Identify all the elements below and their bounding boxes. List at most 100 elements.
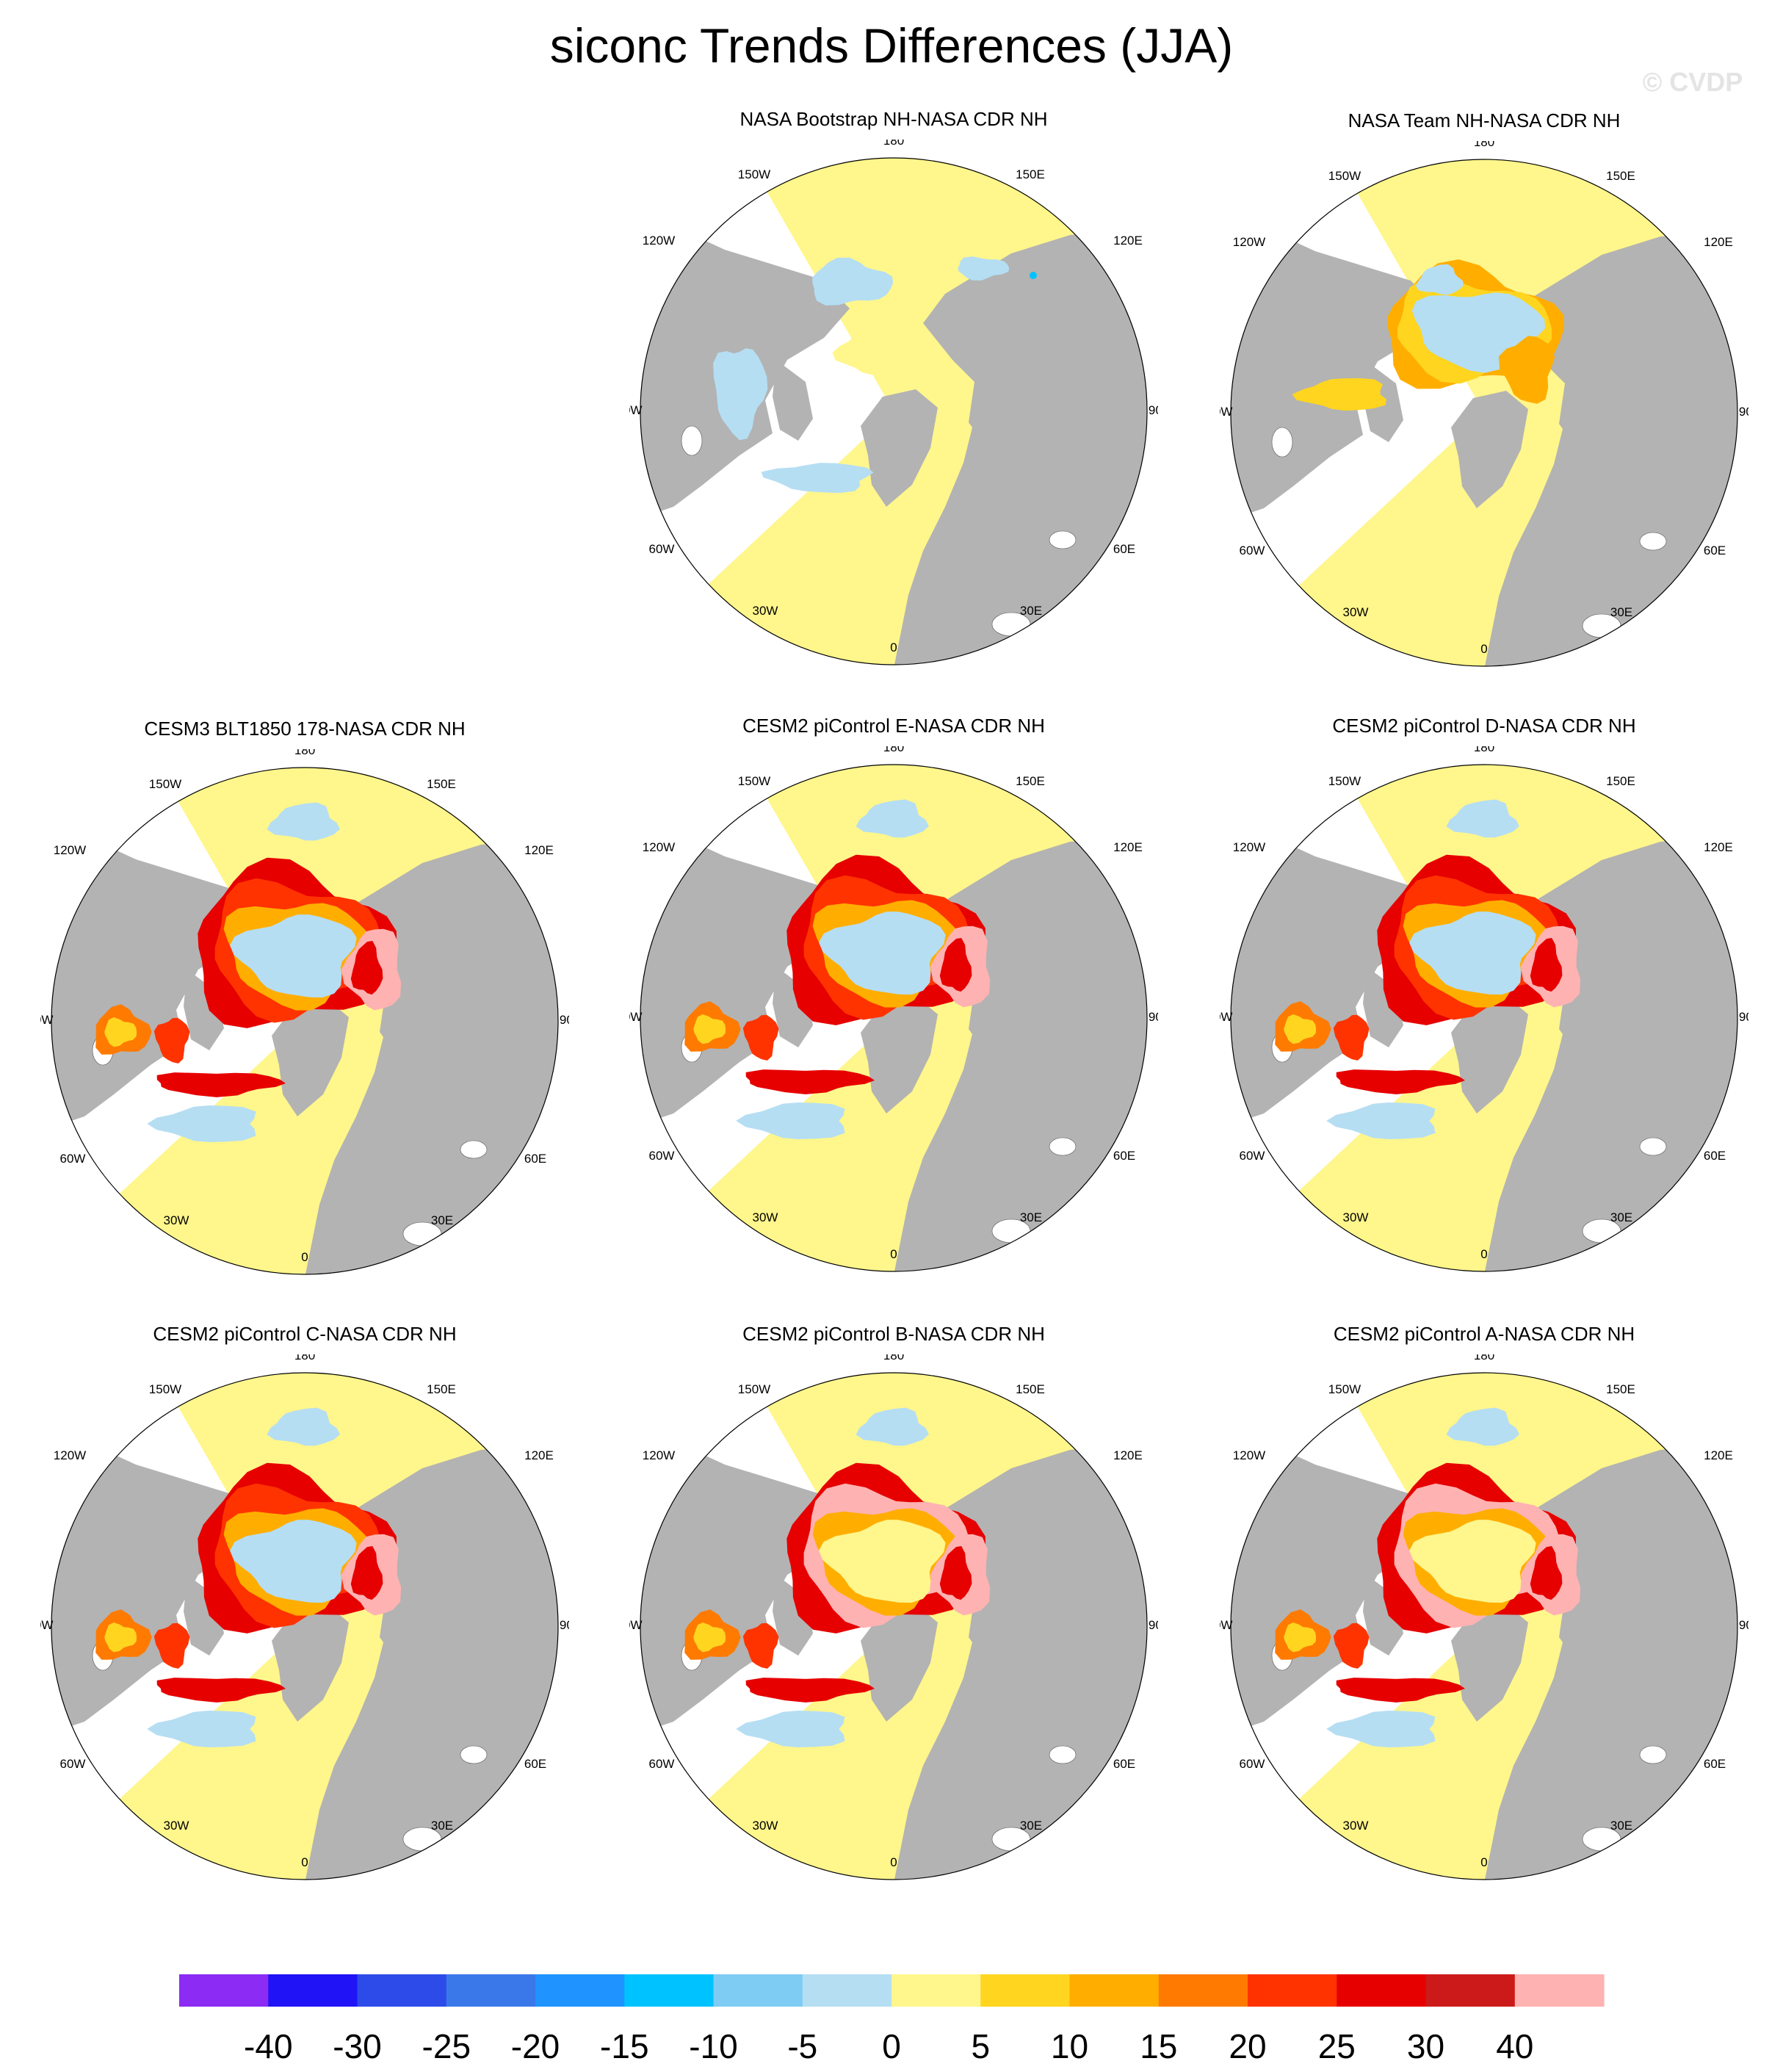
longitude-label: 150W bbox=[738, 167, 770, 181]
trend-pattern bbox=[713, 256, 1037, 494]
longitude-label: 90E bbox=[1739, 1010, 1748, 1024]
longitude-label: 150W bbox=[1328, 169, 1361, 183]
colorbar-swatch bbox=[1425, 1974, 1516, 2007]
colorbar-label: 5 bbox=[972, 2027, 991, 2065]
colorbar-label: -40 bbox=[244, 2027, 292, 2065]
longitude-label: 90E bbox=[1149, 1618, 1158, 1632]
scandinavia bbox=[927, 533, 971, 588]
longitude-label: 0 bbox=[890, 640, 897, 654]
longitude-label: 60W bbox=[60, 1152, 86, 1166]
longitude-label: 180 bbox=[883, 1354, 904, 1362]
colorbar-swatch bbox=[1514, 1974, 1605, 2007]
longitude-label: 0 bbox=[890, 1855, 897, 1869]
longitude-label: 120E bbox=[524, 843, 554, 857]
map-panel-cesm3-blt1850: CESM3 BLT1850 178-NASA CDR NH 180 150E 120… bbox=[40, 717, 569, 1319]
longitude-label: 150W bbox=[738, 774, 770, 788]
longitude-label: 30W bbox=[753, 604, 778, 618]
longitude-label: 150E bbox=[427, 1382, 456, 1396]
longitude-label: 150W bbox=[149, 777, 181, 791]
longitude-label: 150W bbox=[149, 1382, 181, 1396]
colorbar-swatch bbox=[624, 1974, 715, 2007]
polar-map: 180 150E 120E 90E 60E 30E 0 30W 60W 90W 120W 150W bbox=[629, 1354, 1158, 1880]
longitude-label: 150E bbox=[1606, 774, 1635, 788]
scandinavia bbox=[1517, 1747, 1561, 1802]
trend-pattern bbox=[684, 799, 991, 1139]
greenland-landmass bbox=[861, 389, 938, 507]
longitude-label: 0 bbox=[1480, 642, 1487, 656]
colorbar-swatch bbox=[179, 1974, 269, 2007]
longitude-label: 120W bbox=[643, 234, 675, 248]
colorbar-label: -30 bbox=[333, 2027, 381, 2065]
colorbar-swatch bbox=[1069, 1974, 1160, 2007]
longitude-label: 90W bbox=[1220, 405, 1232, 419]
longitude-label: 120W bbox=[54, 1448, 86, 1462]
colorbar-swatch bbox=[1337, 1974, 1427, 2007]
longitude-label: 150W bbox=[738, 1382, 770, 1396]
trend-pattern bbox=[1292, 259, 1565, 411]
trend-pattern bbox=[95, 802, 402, 1142]
map-field bbox=[640, 1373, 1147, 1880]
longitude-label: 60E bbox=[524, 1757, 546, 1771]
longitude-label: 180 bbox=[294, 749, 315, 757]
longitude-label: 60E bbox=[524, 1152, 546, 1166]
map-boundary bbox=[51, 1372, 559, 1880]
map-panel-bootstrap: NASA Bootstrap NH-NASA CDR NH 180 150E 120… bbox=[629, 107, 1158, 710]
inland-water bbox=[1271, 427, 1667, 638]
colorbar-label: 15 bbox=[1140, 2027, 1177, 2065]
longitude-label: 90E bbox=[1149, 1010, 1158, 1024]
longitude-label: 30W bbox=[1343, 1210, 1369, 1224]
panel-title: NASA Team NH-NASA CDR NH bbox=[1348, 109, 1621, 131]
longitude-label: 120W bbox=[643, 840, 675, 854]
greenland-landmass bbox=[861, 996, 938, 1113]
colorbar-label: 20 bbox=[1229, 2027, 1266, 2065]
longitude-label: 150W bbox=[1328, 774, 1361, 788]
longitude-label: 150W bbox=[1328, 1382, 1361, 1396]
longitude-label: 60E bbox=[1704, 1757, 1726, 1771]
novaya-zemlya bbox=[1559, 383, 1583, 442]
longitude-label: 120E bbox=[524, 1448, 554, 1462]
colorbar-swatch bbox=[357, 1974, 447, 2007]
map-field bbox=[1231, 159, 1737, 666]
trend-pattern bbox=[95, 1407, 402, 1747]
longitude-label: 30W bbox=[1343, 605, 1369, 619]
panel-title: NASA Bootstrap NH-NASA CDR NH bbox=[739, 108, 1048, 130]
map-panel-cesm2-e: CESM2 piControl E-NASA CDR NH 180 150E 120… bbox=[629, 714, 1158, 1316]
longitude-label: 60W bbox=[1240, 544, 1265, 557]
map-field bbox=[51, 1373, 558, 1880]
longitude-label: 60W bbox=[649, 542, 675, 556]
map-field bbox=[1231, 765, 1737, 1271]
colorbar-swatch bbox=[713, 1974, 803, 2007]
panel-title: CESM2 piControl B-NASA CDR NH bbox=[742, 1323, 1045, 1345]
novaya-zemlya bbox=[969, 382, 993, 441]
colorbar-swatch bbox=[1158, 1974, 1248, 2007]
polar-map: 180 150E 120E 90E 60E 30E 0 30W 60W 90W 120W 150W bbox=[40, 1354, 569, 1880]
longitude-label: 120W bbox=[54, 843, 86, 857]
longitude-label: 30W bbox=[753, 1210, 778, 1224]
longitude-label: 30W bbox=[164, 1819, 189, 1833]
longitude-label: 120W bbox=[1233, 235, 1265, 249]
longitude-label: 180 bbox=[1474, 1354, 1494, 1362]
longitude-label: 30W bbox=[1343, 1819, 1369, 1833]
trend-pattern bbox=[684, 1407, 991, 1747]
longitude-label: 30E bbox=[1610, 1210, 1632, 1224]
colorbar-label: -20 bbox=[511, 2027, 560, 2065]
scandinavia bbox=[338, 1747, 382, 1802]
map-boundary bbox=[640, 1372, 1148, 1880]
longitude-label: 90E bbox=[560, 1618, 569, 1632]
colorbar-label: 40 bbox=[1496, 2027, 1533, 2065]
longitude-label: 30E bbox=[1610, 605, 1632, 619]
scandinavia bbox=[927, 1747, 971, 1802]
colorbar: -40 -30 -25 -20 -15 -10 -5 0 5 10 15 20 25 30 40 bbox=[179, 1974, 1605, 2065]
longitude-label: 180 bbox=[1474, 141, 1494, 149]
map-panel-cesm2-c: CESM2 piControl C-NASA CDR NH 180 150E 120… bbox=[40, 1322, 569, 1924]
greenland-landmass bbox=[1451, 996, 1528, 1113]
longitude-label: 90W bbox=[40, 1618, 53, 1632]
scandinavia bbox=[338, 1142, 382, 1197]
longitude-label: 150E bbox=[1016, 774, 1045, 788]
longitude-label: 60E bbox=[1704, 544, 1726, 557]
longitude-label: 60W bbox=[1240, 1757, 1265, 1771]
map-field bbox=[51, 768, 558, 1274]
longitude-label: 30E bbox=[1020, 1819, 1042, 1833]
inland-water bbox=[681, 425, 1077, 637]
panel-title: CESM2 piControl C-NASA CDR NH bbox=[153, 1323, 457, 1345]
